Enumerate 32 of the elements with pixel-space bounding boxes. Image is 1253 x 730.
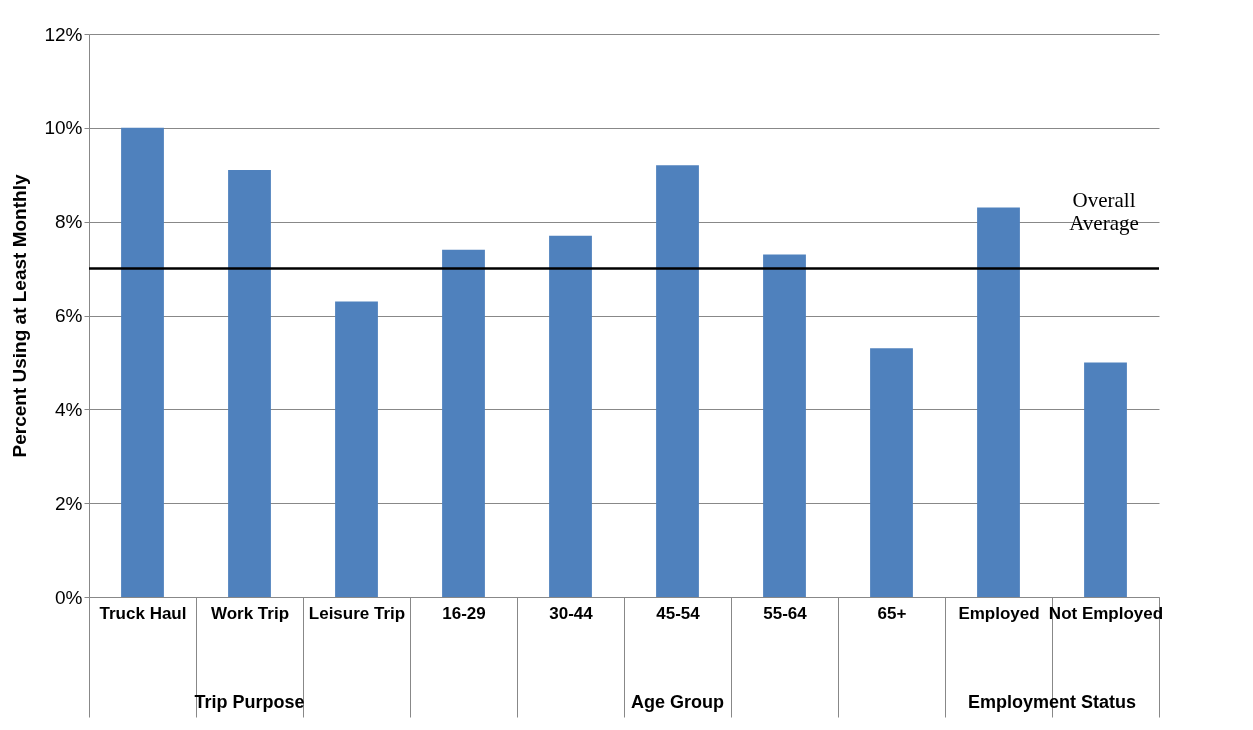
bar xyxy=(442,249,485,597)
x-tick-label: 65+ xyxy=(877,603,907,623)
ref-line-label: Overall Average xyxy=(1069,187,1139,235)
bar xyxy=(335,301,378,597)
text: Trip Purpose xyxy=(194,692,305,712)
bar xyxy=(121,127,164,597)
bar xyxy=(549,235,592,597)
text: Age Group xyxy=(631,692,724,712)
x-tick-label: Employed xyxy=(958,603,1040,623)
y-axis-title: Percent Using at Least Monthly xyxy=(9,174,31,458)
y-tick-label: 8% xyxy=(55,211,83,233)
bar xyxy=(763,254,806,597)
bar xyxy=(1084,362,1127,597)
bar xyxy=(228,170,271,597)
x-tick-label: Truck Haul xyxy=(99,603,187,623)
y-tick-label: 10% xyxy=(44,117,83,139)
x-tick-label: 55-64 xyxy=(763,603,808,623)
y-tick-label: 6% xyxy=(55,305,83,326)
bar xyxy=(870,348,913,597)
y-tick-label: 0% xyxy=(55,586,83,608)
y-tick-label: 2% xyxy=(55,492,83,514)
y-tick-label: 4% xyxy=(55,398,83,420)
y-tick-label: 12% xyxy=(44,23,83,45)
x-tick-label: Not Employed xyxy=(1048,603,1164,623)
x-tick-label: Work Trip xyxy=(210,603,290,623)
bar xyxy=(977,207,1020,597)
x-tick-label: 16-29 xyxy=(442,603,486,623)
x-tick-label: 30-44 xyxy=(549,603,594,623)
x-tick-label: Leisure Trip xyxy=(308,603,406,623)
bar xyxy=(656,165,699,597)
x-tick-label: 45-54 xyxy=(656,603,701,623)
text: Employment Status xyxy=(967,692,1137,712)
